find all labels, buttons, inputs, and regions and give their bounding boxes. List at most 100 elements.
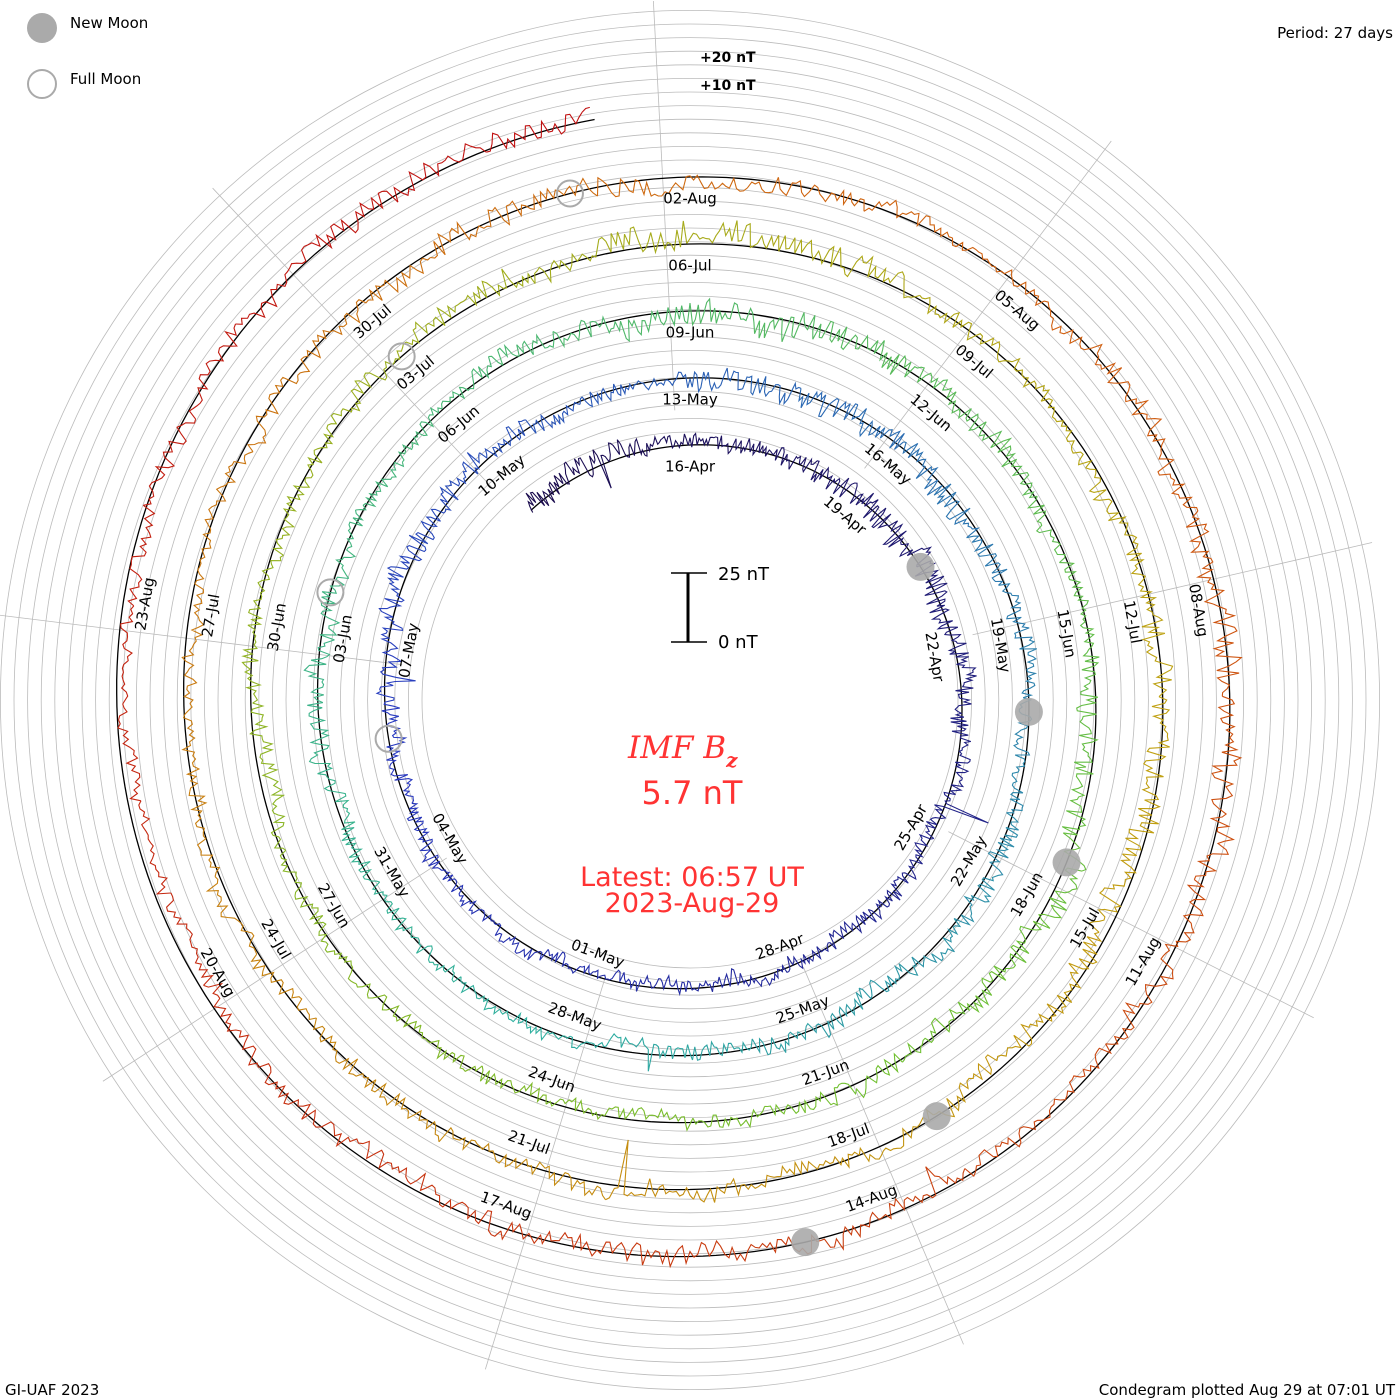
new-moon-marker (922, 1102, 951, 1131)
new-moon-legend-icon (27, 13, 57, 43)
bz-trace-segment (250, 953, 317, 1021)
bz-trace-segment (1059, 562, 1089, 629)
chart-title-main: IMF B (627, 730, 726, 766)
bz-trace-segment (335, 509, 364, 579)
new-moon-marker (791, 1228, 820, 1257)
date-label: 31-May (370, 844, 413, 901)
bz-trace-segment (774, 447, 820, 483)
bz-trace-segment (258, 1063, 335, 1131)
bz-trace-segment (386, 754, 415, 804)
bz-trace-segment (951, 237, 1027, 295)
grid-ring (258, 268, 1122, 1132)
ring-label-10nt: +10 nT (700, 78, 756, 94)
bz-trace-segment (953, 874, 999, 926)
new-moon-legend-label: New Moon (70, 14, 148, 32)
grid-ring (217, 227, 1163, 1173)
bz-trace-segment (312, 1017, 377, 1089)
bz-trace-segment (1026, 496, 1066, 564)
bz-trace-segment (1040, 398, 1093, 469)
bz-trace-segment (692, 1106, 766, 1129)
bz-trace-segment (644, 433, 689, 457)
bz-trace-segment (851, 404, 905, 450)
bz-trace-segment (165, 892, 214, 986)
date-label: 12-Jul (1120, 599, 1145, 645)
bz-trace-segment (304, 411, 342, 482)
grid-spoke (0, 614, 403, 666)
date-label: 22-Apr (921, 631, 948, 684)
bz-trace-segment (138, 800, 171, 895)
bz-trace-segment (203, 982, 259, 1068)
bz-trace-segment (858, 1108, 934, 1163)
bz-trace-segment (902, 441, 943, 496)
bz-trace-segment (581, 106, 590, 113)
bz-trace-segment (687, 367, 743, 394)
bz-trace-segment (117, 703, 142, 802)
bz-trace-segment (204, 451, 254, 530)
chart-title-subscript: z (725, 748, 738, 772)
bz-trace-segment (547, 949, 594, 976)
bz-trace-segment (600, 437, 646, 489)
bz-trace-segment (828, 909, 877, 950)
bz-trace-segment (739, 963, 791, 988)
bz-trace-segment (742, 375, 802, 406)
full-moon-marker (387, 342, 416, 371)
grid-ring (312, 322, 1068, 1078)
bz-trace-segment (1146, 429, 1199, 512)
bz-trace-segment (525, 401, 581, 434)
grid-ring (68, 78, 1312, 1322)
bz-trace-segment (1073, 696, 1099, 768)
bz-trace-segment (1094, 353, 1163, 431)
bz-trace-segment (525, 475, 564, 513)
bz-trace-segment (949, 650, 977, 699)
grid-spoke (652, 0, 676, 411)
bz-trace-segment (686, 174, 779, 194)
grid-ring (326, 336, 1054, 1064)
bz-trace-segment (500, 1221, 598, 1257)
bz-trace-segment (479, 419, 526, 459)
bz-trace-segment (882, 523, 933, 568)
bz-trace-segment (990, 437, 1038, 499)
date-label: 18-Jul (825, 1119, 872, 1151)
date-label: 23-Aug (131, 576, 158, 632)
bz-trace-segment (1046, 1043, 1112, 1120)
bz-trace-segment (247, 554, 284, 626)
scale-top-label: 25 nT (718, 564, 770, 585)
bz-trace-segment (996, 1003, 1064, 1061)
bz-trace-segment (534, 236, 607, 284)
bz-trace-segment (1126, 534, 1158, 616)
bz-trace-segment (279, 849, 323, 921)
grid-spoke (212, 187, 493, 489)
bz-trace-segment (307, 702, 332, 767)
bz-trace-segment (460, 976, 510, 1020)
bz-trace-segment (393, 143, 487, 203)
bz-trace-segment (552, 315, 622, 349)
bz-trace-segment (235, 246, 307, 325)
bz-trace-segment (950, 697, 972, 747)
bz-trace-segment (558, 449, 612, 489)
bz-trace-segment (355, 983, 422, 1030)
bz-trace-segment (441, 356, 493, 409)
footer-plotted: Condegram plotted Aug 29 at 07:01 UT (1099, 1381, 1396, 1399)
bz-trace-segment (1212, 603, 1243, 697)
bz-trace-segment (408, 493, 452, 551)
bz-trace-segment (618, 1107, 694, 1132)
bz-trace-segment (687, 432, 734, 455)
full-moon-legend-icon (27, 69, 57, 99)
bz-trace-segment (881, 352, 949, 391)
bz-trace-segment (188, 791, 221, 877)
bz-trace-segment (777, 1151, 860, 1178)
bz-trace-segment (1085, 467, 1133, 536)
bz-trace-segment (986, 337, 1051, 402)
bz-trace-segment (268, 776, 287, 851)
latest-date: 2023-Aug-29 (605, 888, 780, 919)
bz-trace-segment (1006, 754, 1026, 814)
date-label: 08-Aug (1185, 582, 1212, 638)
period-label: Period: 27 days (1277, 24, 1393, 42)
bz-trace-segment (691, 968, 741, 992)
bz-trace-segment (605, 220, 688, 255)
bz-trace-segment (855, 492, 899, 529)
grid-ring (54, 64, 1326, 1336)
date-label: 13-May (662, 391, 718, 409)
bz-trace-segment (929, 604, 967, 652)
bz-trace-segment (933, 483, 981, 539)
